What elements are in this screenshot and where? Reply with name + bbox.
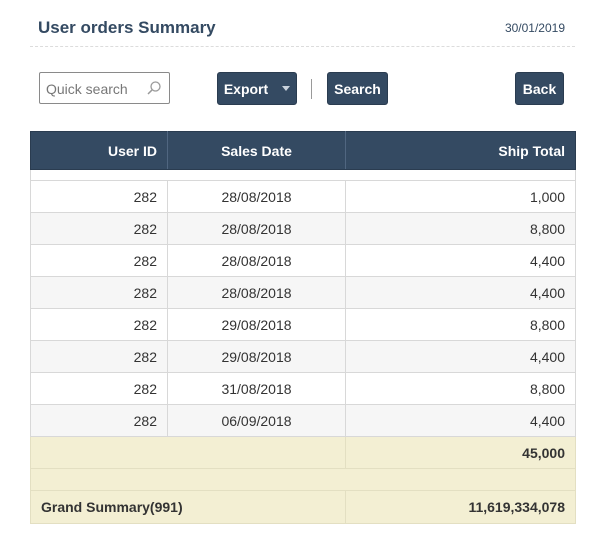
cell-user-id: 282: [30, 212, 168, 245]
cell-sales-date: 29/08/2018: [167, 340, 346, 373]
cell-sales-date: 28/08/2018: [167, 180, 346, 213]
orders-table: User ID Sales Date Ship Total 282 28/08/2…: [30, 131, 576, 524]
column-header-ship-total[interactable]: Ship Total: [345, 131, 576, 170]
subtotal-row: 45,000: [30, 436, 576, 469]
cell-ship-total: 4,400: [345, 276, 576, 309]
table-row[interactable]: 282 28/08/2018 8,800: [30, 212, 576, 245]
cell-sales-date: 28/08/2018: [167, 276, 346, 309]
table-row[interactable]: 282 06/09/2018 4,400: [30, 404, 576, 437]
table-row[interactable]: 282 29/08/2018 8,800: [30, 308, 576, 341]
cell-sales-date: 28/08/2018: [167, 244, 346, 277]
table-row[interactable]: 282 29/08/2018 4,400: [30, 340, 576, 373]
export-button[interactable]: Export: [217, 72, 297, 105]
table-row[interactable]: 282 28/08/2018 4,400: [30, 276, 576, 309]
cell-ship-total: 4,400: [345, 404, 576, 437]
column-header-sales-date[interactable]: Sales Date: [167, 131, 346, 170]
quick-search-box[interactable]: [39, 72, 170, 104]
chevron-down-icon: [282, 86, 291, 91]
table-row[interactable]: 282 28/08/2018 4,400: [30, 244, 576, 277]
cell-ship-total: 4,400: [345, 244, 576, 277]
cell-sales-date: 29/08/2018: [167, 308, 346, 341]
toolbar-divider: [311, 79, 312, 99]
search-icon[interactable]: [146, 80, 162, 96]
cell-sales-date: 31/08/2018: [167, 372, 346, 405]
blank-summary-row: [30, 468, 576, 491]
cell-user-id: 282: [30, 308, 168, 341]
subtotal-value: 45,000: [345, 436, 576, 469]
table-spacer: [30, 169, 576, 181]
cell-user-id: 282: [30, 404, 168, 437]
table-row[interactable]: 282 31/08/2018 8,800: [30, 372, 576, 405]
grand-summary-label: Grand Summary(991): [30, 490, 346, 524]
cell-ship-total: 8,800: [345, 212, 576, 245]
cell-user-id: 282: [30, 340, 168, 373]
report-date: 30/01/2019: [504, 21, 565, 35]
subtotal-label-cell: [30, 436, 346, 469]
cell-ship-total: 8,800: [345, 372, 576, 405]
quick-search-input[interactable]: [46, 79, 146, 99]
search-button[interactable]: Search: [327, 72, 388, 105]
cell-ship-total: 8,800: [345, 308, 576, 341]
cell-user-id: 282: [30, 372, 168, 405]
column-header-user-id[interactable]: User ID: [30, 131, 168, 170]
cell-sales-date: 06/09/2018: [167, 404, 346, 437]
cell-user-id: 282: [30, 276, 168, 309]
table-body: 282 28/08/2018 1,000 282 28/08/2018 8,800 282 2…: [30, 169, 576, 524]
back-button[interactable]: Back: [515, 72, 564, 105]
export-button-label: Export: [223, 80, 269, 97]
cell-ship-total: 4,400: [345, 340, 576, 373]
cell-sales-date: 28/08/2018: [167, 212, 346, 245]
page-header: User orders Summary 30/01/2019: [30, 0, 575, 47]
cell-user-id: 282: [30, 244, 168, 277]
page-title: User orders Summary: [38, 18, 216, 37]
table-header-row: User ID Sales Date Ship Total: [30, 131, 576, 170]
grand-summary-row: Grand Summary(991) 11,619,334,078: [30, 490, 576, 524]
cell-user-id: 282: [30, 180, 168, 213]
grand-summary-total: 11,619,334,078: [345, 490, 576, 524]
table-row[interactable]: 282 28/08/2018 1,000: [30, 180, 576, 213]
cell-ship-total: 1,000: [345, 180, 576, 213]
